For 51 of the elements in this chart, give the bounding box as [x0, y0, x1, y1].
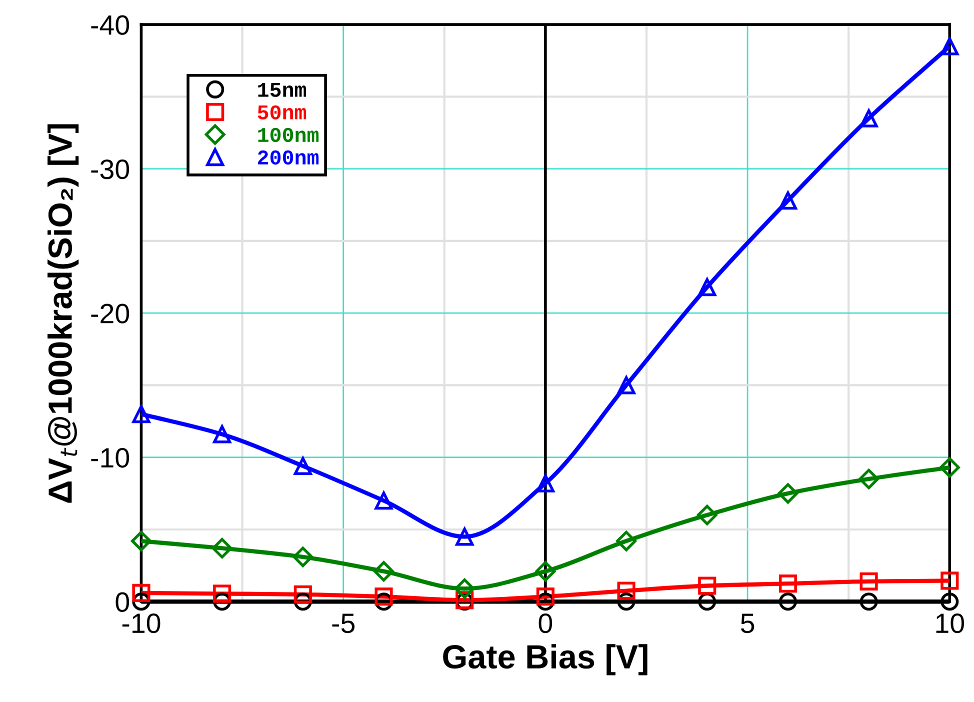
point: [292, 546, 314, 568]
point: [778, 574, 797, 593]
point: [536, 474, 554, 492]
point: [374, 561, 394, 582]
point: [536, 588, 554, 606]
y-tick-label: -10: [91, 448, 130, 468]
point: [294, 585, 312, 604]
point: [535, 561, 556, 582]
point: [131, 530, 152, 552]
point: [616, 530, 637, 552]
legend-label: 15nm: [258, 83, 306, 97]
legend-label: 100nm: [258, 128, 319, 142]
point: [860, 109, 878, 128]
legend-label: 50nm: [258, 105, 306, 120]
legend-label: 200nm: [258, 150, 319, 165]
point: [940, 572, 959, 590]
point: [456, 528, 474, 546]
point: [213, 425, 232, 444]
x-tick-label: -5: [332, 614, 355, 634]
point: [778, 592, 797, 611]
y-tick-label: -40: [91, 15, 130, 35]
point: [696, 504, 718, 526]
x-axis-title: Gate Bias [V]: [443, 644, 648, 676]
point: [132, 584, 150, 602]
point: [860, 572, 878, 590]
x-tick-label: 10: [936, 613, 964, 634]
point: [939, 457, 960, 478]
point: [294, 456, 312, 476]
point: [374, 492, 393, 510]
x-tick-label: -10: [122, 613, 160, 634]
point: [778, 192, 797, 210]
point: [860, 592, 878, 611]
point: [698, 278, 716, 296]
x-tick-label: 0: [538, 613, 552, 634]
point: [617, 376, 636, 394]
point: [374, 588, 393, 606]
point: [698, 576, 716, 595]
point: [858, 468, 880, 490]
y-tick-label: 0: [116, 592, 130, 612]
point: [213, 584, 232, 603]
x-tick-label: 5: [740, 614, 754, 634]
point: [940, 37, 959, 56]
point: [778, 483, 798, 504]
point: [212, 538, 232, 558]
point: [454, 578, 475, 599]
y-axis-title: ΔV$_{t}$@1000krad(SiO₂) [V]: [48, 124, 79, 503]
point: [617, 582, 636, 600]
y-tick-label: -30: [91, 160, 130, 180]
point: [132, 405, 150, 424]
point: [940, 592, 959, 611]
y-tick-label: -20: [91, 304, 130, 324]
